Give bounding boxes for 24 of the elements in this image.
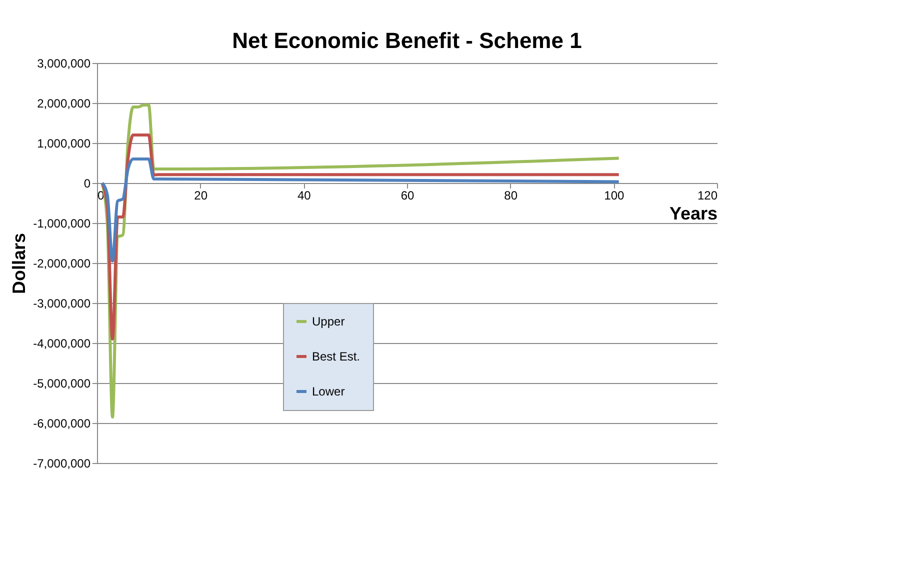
y-tick-label: 1,000,000 [37, 136, 91, 150]
x-tick-label: 120 [697, 188, 718, 202]
x-tick-label: 40 [297, 188, 312, 202]
y-axis-title: Dollars [9, 232, 30, 294]
chart-title: Net Economic Benefit - Scheme 1 [232, 28, 582, 53]
y-tick-label: -6,000,000 [33, 416, 91, 430]
y-tick-label: 3,000,000 [37, 56, 91, 70]
y-tick-label: -5,000,000 [33, 376, 91, 390]
legend-label: Lower [312, 384, 345, 398]
y-tick-label: -7,000,000 [33, 456, 91, 470]
legend-label: Upper [312, 314, 345, 328]
x-tick-label: 60 [400, 188, 414, 202]
x-tick-label: 0 [98, 188, 104, 202]
y-tick-label: -3,000,000 [33, 296, 91, 310]
y-tick-label: -2,000,000 [33, 256, 91, 270]
y-tick-label: -1,000,000 [33, 216, 91, 230]
y-tick-label: 0 [84, 176, 91, 190]
x-axis-title: Years [669, 204, 718, 224]
y-tick-label: -4,000,000 [33, 336, 91, 350]
x-tick-label: 100 [604, 188, 624, 202]
x-tick-label: 80 [504, 188, 518, 202]
legend-label: Best Est. [312, 350, 360, 364]
y-tick-label: 2,000,000 [37, 96, 91, 110]
x-tick-label: 20 [194, 188, 208, 202]
